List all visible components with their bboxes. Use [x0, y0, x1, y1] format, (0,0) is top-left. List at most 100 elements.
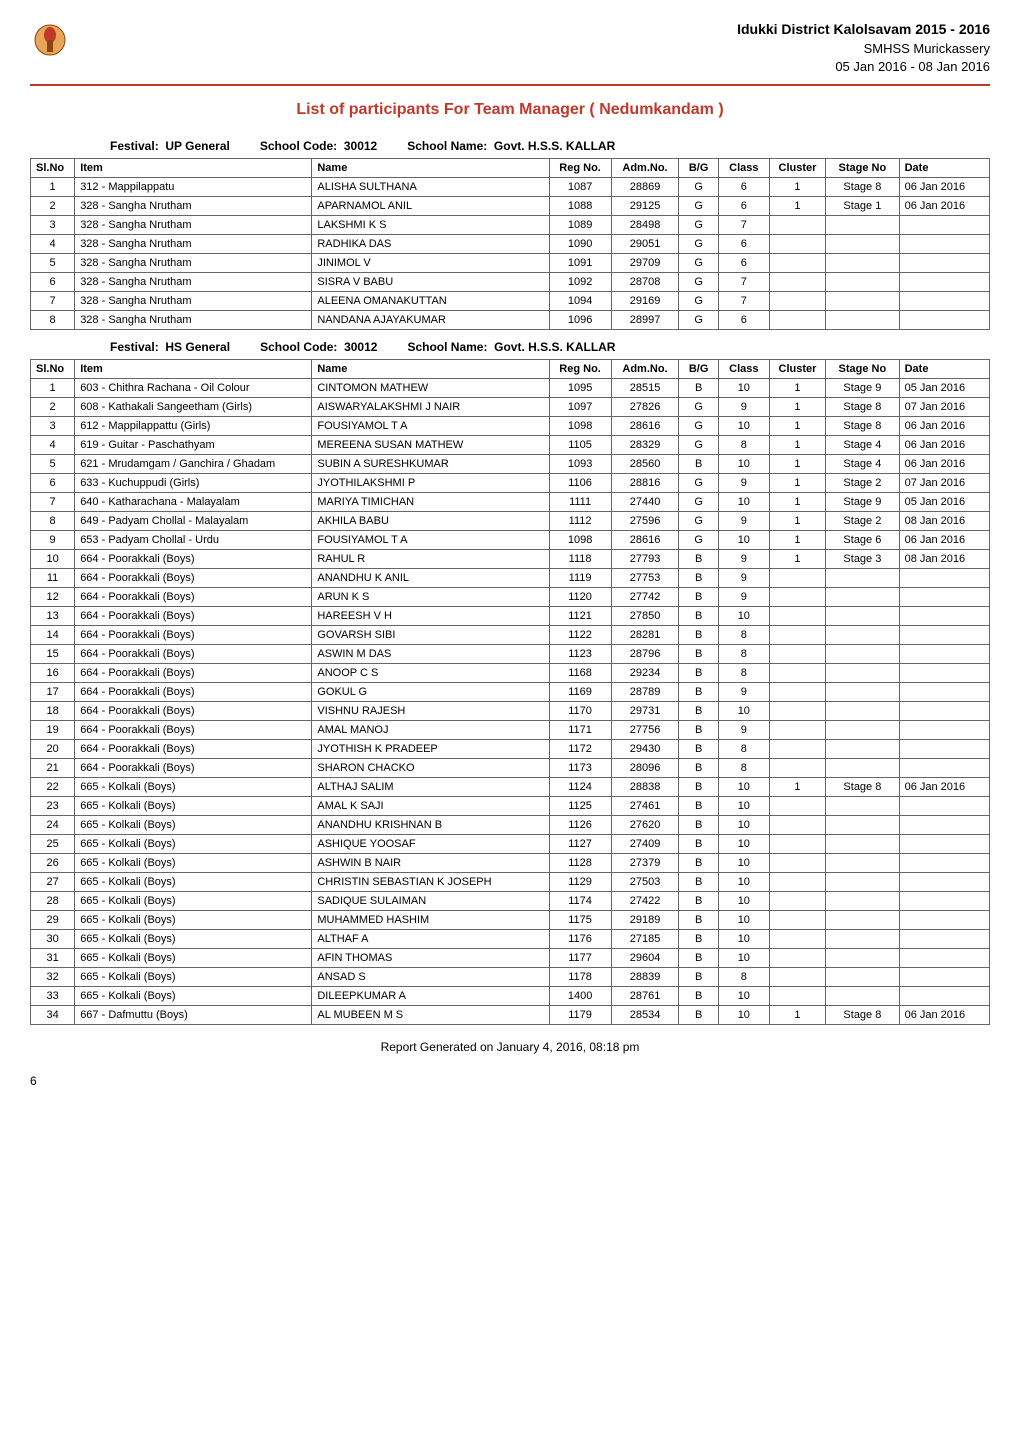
cell-stage [826, 234, 899, 253]
cell-date [899, 720, 989, 739]
cell-regno: 1089 [549, 215, 611, 234]
header-title: Idukki District Kalolsavam 2015 - 2016 [737, 20, 990, 40]
cell-bg: G [679, 291, 719, 310]
cell-date [899, 815, 989, 834]
cell-item: 640 - Katharachana - Malayalam [75, 492, 312, 511]
cell-slno: 7 [31, 492, 75, 511]
cell-admno: 29709 [611, 253, 679, 272]
cell-stage [826, 967, 899, 986]
cell-date: 06 Jan 2016 [899, 1005, 989, 1024]
table-row: 4 328 - Sangha Nrutham RADHIKA DAS 1090 … [31, 234, 990, 253]
table-row: 12 664 - Poorakkali (Boys) ARUN K S 1120… [31, 587, 990, 606]
cell-class: 10 [718, 378, 769, 397]
cell-regno: 1093 [549, 454, 611, 473]
cell-regno: 1124 [549, 777, 611, 796]
cell-name: ANANDHU K ANIL [312, 568, 549, 587]
cell-date [899, 796, 989, 815]
table-row: 4 619 - Guitar - Paschathyam MEREENA SUS… [31, 435, 990, 454]
cell-stage [826, 986, 899, 1005]
cell-admno: 29604 [611, 948, 679, 967]
cell-date: 08 Jan 2016 [899, 549, 989, 568]
cell-stage [826, 272, 899, 291]
col-regno: Reg No. [549, 359, 611, 378]
cell-admno: 28708 [611, 272, 679, 291]
cell-admno: 27620 [611, 815, 679, 834]
cell-regno: 1172 [549, 739, 611, 758]
cell-date [899, 272, 989, 291]
col-cluster: Cluster [769, 359, 825, 378]
cell-name: ARUN K S [312, 587, 549, 606]
cell-bg: B [679, 739, 719, 758]
cell-cluster [769, 948, 825, 967]
cell-bg: B [679, 872, 719, 891]
cell-name: ASHIQUE YOOSAF [312, 834, 549, 853]
cell-item: 665 - Kolkali (Boys) [75, 834, 312, 853]
cell-admno: 27461 [611, 796, 679, 815]
cell-item: 664 - Poorakkali (Boys) [75, 644, 312, 663]
cell-slno: 1 [31, 177, 75, 196]
cell-admno: 29169 [611, 291, 679, 310]
festival-label: Festival: UP General [110, 139, 230, 153]
cell-date [899, 253, 989, 272]
cell-admno: 27503 [611, 872, 679, 891]
cell-bg: B [679, 910, 719, 929]
table-row: 1 312 - Mappilappatu ALISHA SULTHANA 108… [31, 177, 990, 196]
cell-bg: B [679, 587, 719, 606]
col-stage: Stage No [826, 158, 899, 177]
header-dates: 05 Jan 2016 - 08 Jan 2016 [737, 58, 990, 76]
cell-item: 664 - Poorakkali (Boys) [75, 568, 312, 587]
cell-item: 649 - Padyam Chollal - Malayalam [75, 511, 312, 530]
cell-slno: 32 [31, 967, 75, 986]
cell-slno: 24 [31, 815, 75, 834]
cell-regno: 1174 [549, 891, 611, 910]
cell-admno: 28515 [611, 378, 679, 397]
col-stage: Stage No [826, 359, 899, 378]
cell-regno: 1176 [549, 929, 611, 948]
cell-slno: 9 [31, 530, 75, 549]
cell-item: 665 - Kolkali (Boys) [75, 872, 312, 891]
cell-slno: 17 [31, 682, 75, 701]
header-school: SMHSS Murickassery [737, 40, 990, 58]
cell-bg: B [679, 834, 719, 853]
cell-bg: G [679, 253, 719, 272]
col-class: Class [718, 359, 769, 378]
col-cluster: Cluster [769, 158, 825, 177]
cell-date [899, 910, 989, 929]
cell-name: SADIQUE SULAIMAN [312, 891, 549, 910]
cell-cluster [769, 568, 825, 587]
participants-table-1: Sl.No Item Name Reg No. Adm.No. B/G Clas… [30, 158, 990, 330]
cell-cluster [769, 872, 825, 891]
cell-bg: G [679, 234, 719, 253]
cell-class: 10 [718, 606, 769, 625]
cell-regno: 1128 [549, 853, 611, 872]
cell-slno: 4 [31, 234, 75, 253]
cell-name: AKHILA BABU [312, 511, 549, 530]
cell-regno: 1126 [549, 815, 611, 834]
cell-class: 10 [718, 891, 769, 910]
page-number: 6 [30, 1074, 990, 1088]
cell-slno: 22 [31, 777, 75, 796]
festival-info-2: Festival: HS General School Code: 30012 … [30, 340, 990, 354]
cell-admno: 27850 [611, 606, 679, 625]
cell-stage [826, 834, 899, 853]
school-name: School Name: Govt. H.S.S. KALLAR [407, 340, 615, 354]
cell-admno: 28761 [611, 986, 679, 1005]
table-row: 17 664 - Poorakkali (Boys) GOKUL G 1169 … [31, 682, 990, 701]
table-row: 34 667 - Dafmuttu (Boys) AL MUBEEN M S 1… [31, 1005, 990, 1024]
col-class: Class [718, 158, 769, 177]
cell-slno: 3 [31, 215, 75, 234]
cell-cluster [769, 796, 825, 815]
cell-date [899, 682, 989, 701]
cell-name: ALISHA SULTHANA [312, 177, 549, 196]
cell-class: 9 [718, 549, 769, 568]
cell-name: ALTHAF A [312, 929, 549, 948]
cell-item: 665 - Kolkali (Boys) [75, 853, 312, 872]
table-row: 2 328 - Sangha Nrutham APARNAMOL ANIL 10… [31, 196, 990, 215]
cell-stage [826, 587, 899, 606]
cell-stage [826, 215, 899, 234]
cell-item: 619 - Guitar - Paschathyam [75, 435, 312, 454]
cell-admno: 28534 [611, 1005, 679, 1024]
cell-stage [826, 291, 899, 310]
cell-class: 10 [718, 530, 769, 549]
cell-admno: 29731 [611, 701, 679, 720]
